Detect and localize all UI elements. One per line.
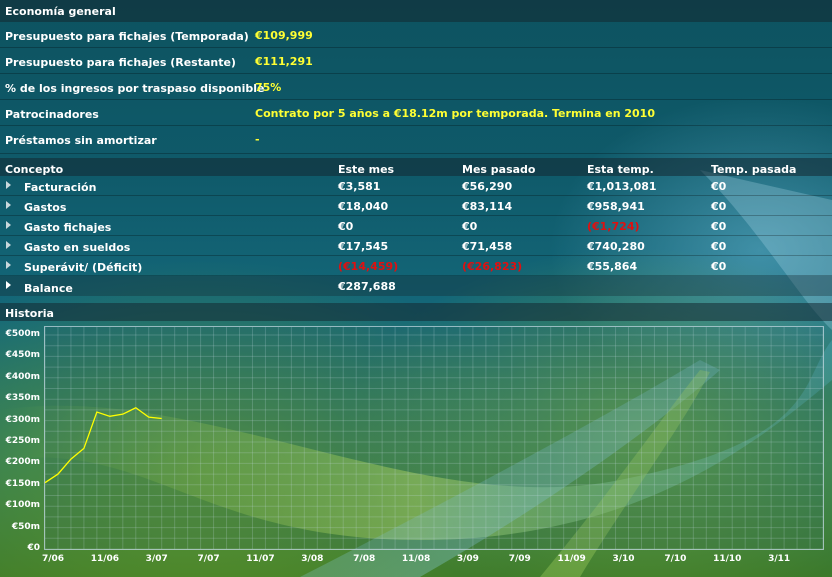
table-row-wages[interactable]: Gasto en sueldos €17,545 €71,458 €740,28… — [0, 236, 832, 256]
cell-last-season: €0 — [711, 180, 727, 193]
summary-label: % de los ingresos por traspaso disponibl… — [5, 82, 265, 95]
summary-row-loans: Préstamos sin amortizar - — [0, 126, 832, 154]
series-line — [44, 407, 162, 484]
table-row-expenses[interactable]: Gastos €18,040 €83,114 €958,941 €0 — [0, 196, 832, 216]
summary-label: Presupuesto para fichajes (Restante) — [5, 56, 236, 69]
history-chart-frame — [44, 326, 824, 550]
x-tick-label: 7/10 — [664, 554, 687, 564]
expand-arrow-icon[interactable] — [6, 181, 11, 189]
cell-last-season: €0 — [711, 200, 727, 213]
x-tick-label: 11/06 — [90, 554, 120, 564]
history-section-title: Historia — [5, 307, 54, 320]
y-tick-label: €100m — [5, 500, 40, 511]
y-tick-label: €300m — [5, 414, 40, 425]
cell-this-month: €18,040 — [338, 200, 389, 213]
y-tick-label: €350m — [5, 393, 40, 404]
y-tick-label: €0 — [27, 543, 40, 553]
x-tick-label: 7/06 — [41, 554, 65, 564]
x-tick-label: 3/11 — [768, 554, 791, 564]
cell-last-month: (€26,823) — [462, 260, 523, 273]
cell-last-season: €0 — [711, 220, 727, 233]
summary-value: Contrato por 5 años a €18.12m por tempor… — [255, 107, 655, 120]
cell-last-month: €0 — [462, 220, 478, 233]
economy-section-title: Economía general — [5, 5, 116, 18]
cell-last-month: €83,114 — [462, 200, 513, 213]
finance-table-header: Concepto Este mes Mes pasado Esta temp. … — [0, 158, 832, 176]
y-tick-label: €500m — [5, 329, 40, 339]
summary-row-remaining-budget: Presupuesto para fichajes (Restante) €11… — [0, 48, 832, 74]
column-header-this-month[interactable]: Este mes — [338, 163, 395, 176]
table-row-surplus[interactable]: Superávit/ (Déficit) (€14,459) (€26,823)… — [0, 256, 832, 276]
table-row-revenue[interactable]: Facturación €3,581 €56,290 €1,013,081 €0 — [0, 176, 832, 196]
cell-this-month: (€14,459) — [338, 260, 399, 273]
table-row-balance[interactable]: Balance €287,688 — [0, 276, 832, 296]
x-tick-label: 3/09 — [456, 554, 479, 564]
expand-arrow-icon[interactable] — [6, 221, 11, 229]
economy-section-header: Economía general — [0, 0, 832, 22]
y-tick-label: €450m — [5, 350, 40, 361]
x-tick-label: 11/09 — [557, 554, 586, 564]
y-tick-label: €200m — [5, 457, 40, 468]
cell-this-month: €287,688 — [338, 280, 396, 293]
cell-this-month: €0 — [338, 220, 354, 233]
cell-last-season: €0 — [711, 240, 727, 253]
x-tick-label: 11/10 — [713, 554, 742, 564]
cell-last-season: €0 — [711, 260, 727, 273]
summary-row-sponsors: Patrocinadores Contrato por 5 años a €18… — [0, 100, 832, 126]
y-tick-label: €400m — [5, 371, 40, 382]
cell-this-season: €958,941 — [587, 200, 645, 213]
y-tick-label: €250m — [5, 436, 40, 446]
x-tick-label: 3/10 — [612, 554, 635, 564]
summary-label: Presupuesto para fichajes (Temporada) — [5, 30, 249, 43]
summary-row-season-budget: Presupuesto para fichajes (Temporada) €1… — [0, 22, 832, 48]
summary-value: - — [255, 133, 260, 146]
cell-this-season: €1,013,081 — [587, 180, 657, 193]
column-header-last-season[interactable]: Temp. pasada — [711, 163, 797, 176]
cell-last-month: €56,290 — [462, 180, 513, 193]
cell-this-season: €55,864 — [587, 260, 638, 273]
row-concept: Gastos — [24, 201, 67, 214]
column-header-concept[interactable]: Concepto — [5, 163, 64, 176]
cell-last-month: €71,458 — [462, 240, 513, 253]
cell-this-month: €17,545 — [338, 240, 389, 253]
row-concept: Facturación — [24, 181, 97, 194]
expand-arrow-icon[interactable] — [6, 261, 11, 269]
x-tick-label: 7/07 — [197, 554, 220, 564]
row-concept: Gasto en sueldos — [24, 241, 131, 254]
row-concept: Balance — [24, 282, 73, 295]
cell-this-season: €740,280 — [587, 240, 645, 253]
row-concept: Gasto fichajes — [24, 221, 112, 234]
column-header-last-month[interactable]: Mes pasado — [462, 163, 536, 176]
summary-label: Patrocinadores — [5, 108, 99, 121]
x-tick-label: 3/07 — [145, 554, 168, 564]
expand-arrow-icon[interactable] — [6, 241, 11, 249]
x-tick-label: 11/08 — [401, 554, 431, 564]
y-tick-label: €50m — [11, 521, 40, 532]
column-header-this-season[interactable]: Esta temp. — [587, 163, 654, 176]
x-tick-label: 3/08 — [301, 554, 324, 564]
summary-value: €109,999 — [255, 29, 313, 42]
cell-this-season: (€1,724) — [587, 220, 640, 233]
x-tick-label: 7/08 — [353, 554, 376, 564]
x-tick-label: 11/07 — [246, 554, 275, 564]
summary-value: €111,291 — [255, 55, 313, 68]
summary-row-transfer-income: % de los ingresos por traspaso disponibl… — [0, 74, 832, 100]
expand-arrow-icon[interactable] — [6, 281, 11, 289]
x-tick-label: 7/09 — [508, 554, 531, 564]
summary-value: 75% — [255, 81, 282, 94]
history-section-header: Historia — [0, 303, 832, 321]
table-row-transfer-spend[interactable]: Gasto fichajes €0 €0 (€1,724) €0 — [0, 216, 832, 236]
expand-arrow-icon[interactable] — [6, 201, 11, 209]
cell-this-month: €3,581 — [338, 180, 381, 193]
row-concept: Superávit/ (Déficit) — [24, 261, 143, 274]
y-tick-label: €150m — [5, 478, 40, 489]
summary-label: Préstamos sin amortizar — [5, 134, 157, 147]
